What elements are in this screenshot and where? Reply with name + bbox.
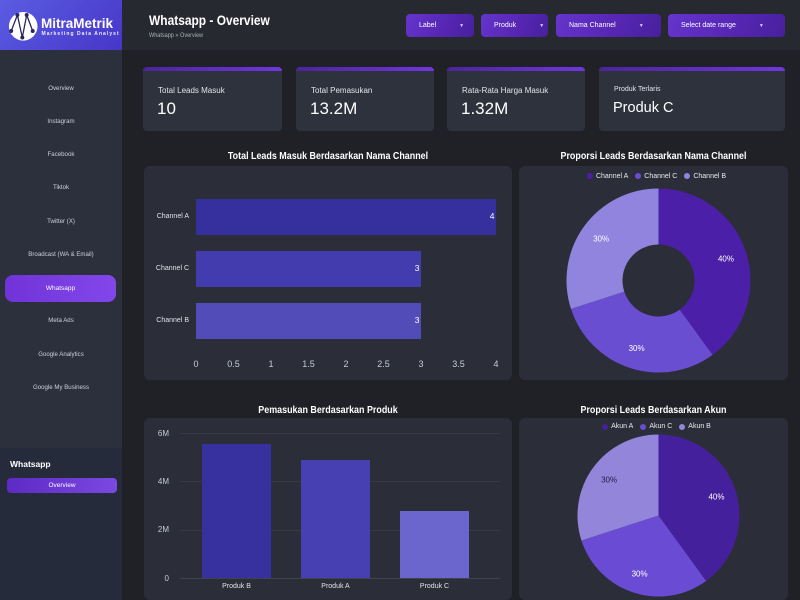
svg-text:30%: 30% [593, 235, 609, 244]
svg-text:30%: 30% [632, 569, 648, 578]
svg-text:40%: 40% [718, 254, 734, 263]
svg-text:30%: 30% [629, 344, 645, 353]
svg-text:30%: 30% [601, 475, 617, 484]
svg-text:40%: 40% [708, 492, 724, 501]
